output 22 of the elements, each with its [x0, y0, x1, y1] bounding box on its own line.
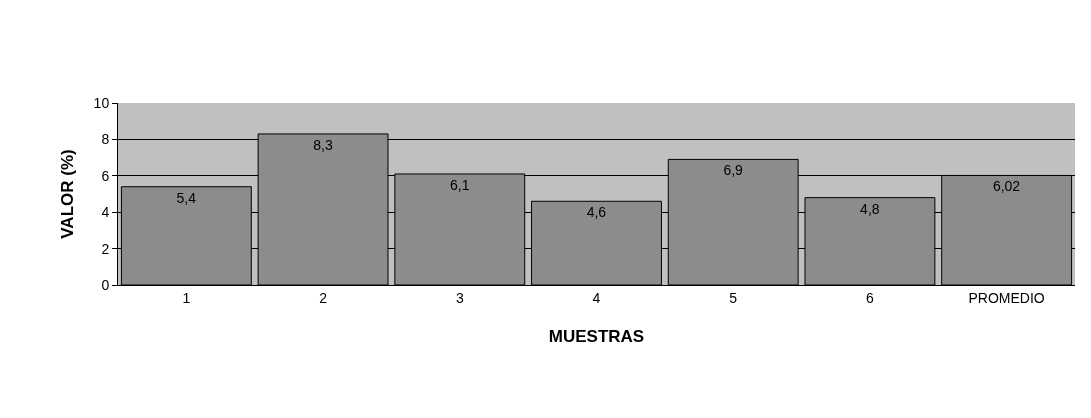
y-tick-label: 0 — [101, 276, 110, 293]
y-tick-label: 10 — [93, 94, 110, 111]
data-label: 4,8 — [860, 200, 880, 217]
y-tick-label: 6 — [101, 167, 110, 184]
x-tick-label: 6 — [866, 289, 875, 306]
y-tick-label: 8 — [101, 131, 110, 148]
x-tick-label: 4 — [592, 289, 601, 306]
y-tick-label: 4 — [101, 204, 110, 221]
x-tick-label: PROMEDIO — [968, 289, 1045, 306]
y-axis-title: VALOR (%) — [58, 149, 78, 239]
data-label: 6,9 — [723, 162, 744, 179]
x-tick-label: 3 — [455, 289, 464, 306]
y-tick-label: 2 — [101, 240, 110, 257]
data-label: 6,1 — [449, 176, 470, 193]
data-label: 8,3 — [313, 136, 333, 153]
x-tick-label: 2 — [319, 289, 328, 306]
data-label: 4,6 — [586, 204, 607, 221]
x-tick-label: 1 — [182, 289, 191, 306]
data-label: 6,02 — [992, 178, 1021, 195]
x-tick-label: 5 — [729, 289, 738, 306]
data-label: 5,4 — [176, 189, 197, 206]
x-axis-title: MUESTRAS — [548, 327, 645, 347]
